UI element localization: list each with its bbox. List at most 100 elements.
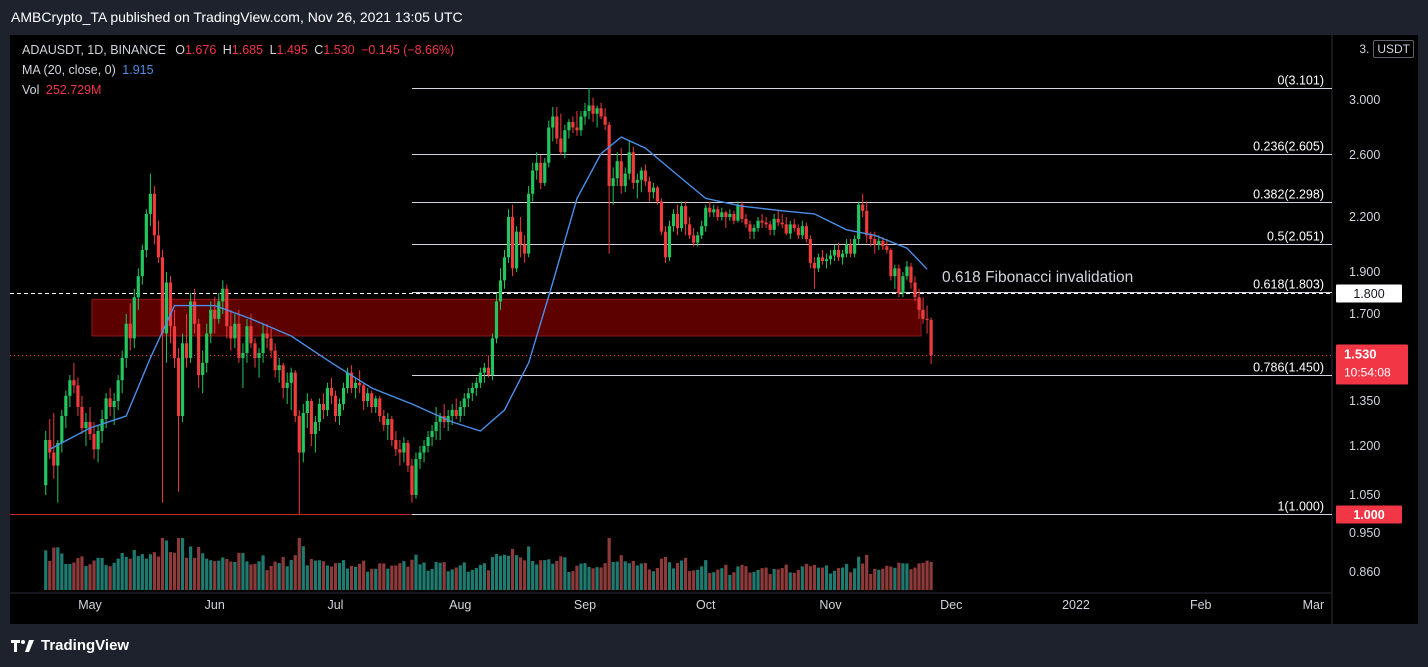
- candle-body[interactable]: [808, 239, 812, 263]
- candle-body[interactable]: [261, 333, 265, 354]
- candle-body[interactable]: [861, 204, 865, 211]
- candle-body[interactable]: [708, 207, 712, 213]
- candle-body[interactable]: [490, 338, 495, 375]
- current-price-tag[interactable]: [1336, 344, 1408, 385]
- candle-body[interactable]: [575, 127, 579, 131]
- footer-brand[interactable]: TradingView: [11, 637, 129, 654]
- candle-body[interactable]: [277, 365, 281, 371]
- candle-body[interactable]: [555, 116, 559, 139]
- candle-body[interactable]: [498, 280, 503, 302]
- candle-body[interactable]: [454, 410, 458, 416]
- candle-body[interactable]: [458, 407, 462, 416]
- candle-body[interactable]: [44, 440, 48, 486]
- candle-body[interactable]: [84, 422, 88, 428]
- candle-body[interactable]: [172, 326, 177, 358]
- candle-body[interactable]: [712, 209, 716, 213]
- candle-body[interactable]: [865, 210, 869, 236]
- candle-body[interactable]: [56, 443, 60, 466]
- candle-body[interactable]: [724, 212, 728, 217]
- candle-body[interactable]: [514, 231, 519, 269]
- candle-body[interactable]: [156, 235, 161, 258]
- candle-body[interactable]: [414, 459, 418, 495]
- candle-body[interactable]: [897, 268, 901, 293]
- candle-body[interactable]: [313, 422, 317, 434]
- candle-body[interactable]: [857, 204, 861, 239]
- candle-body[interactable]: [716, 209, 720, 217]
- candle-body[interactable]: [772, 218, 776, 230]
- candle-body[interactable]: [603, 116, 607, 125]
- candle-body[interactable]: [382, 416, 386, 425]
- candle-body[interactable]: [510, 217, 515, 269]
- candle-body[interactable]: [64, 395, 68, 416]
- candle-body[interactable]: [784, 224, 788, 234]
- chart-panel[interactable]: 0(3.101) 0.236(2.605) 0.382(2.298) 0.5(2.05…: [10, 35, 1418, 624]
- candle-body[interactable]: [132, 297, 136, 339]
- candle-body[interactable]: [217, 301, 221, 319]
- candle-body[interactable]: [804, 226, 808, 239]
- candle-body[interactable]: [667, 226, 672, 258]
- candle-body[interactable]: [820, 257, 825, 261]
- candle-body[interactable]: [780, 222, 784, 225]
- candle-body[interactable]: [72, 380, 76, 386]
- candle-body[interactable]: [840, 253, 845, 258]
- candle-body[interactable]: [559, 138, 563, 153]
- candle-body[interactable]: [422, 446, 426, 453]
- candle-body[interactable]: [639, 170, 643, 180]
- candle-body[interactable]: [168, 282, 173, 327]
- candle-body[interactable]: [164, 282, 169, 334]
- candle-body[interactable]: [390, 419, 394, 440]
- candle-body[interactable]: [68, 380, 72, 396]
- candle-body[interactable]: [760, 220, 764, 223]
- candle-body[interactable]: [675, 213, 680, 228]
- candle-body[interactable]: [893, 268, 897, 277]
- candle-body[interactable]: [595, 108, 599, 114]
- candle-body[interactable]: [193, 301, 197, 324]
- candle-body[interactable]: [358, 382, 362, 386]
- candle-body[interactable]: [752, 228, 756, 232]
- candle-body[interactable]: [700, 226, 704, 236]
- candle-body[interactable]: [889, 250, 893, 277]
- candle-body[interactable]: [80, 407, 84, 428]
- candle-body[interactable]: [535, 162, 539, 171]
- candle-body[interactable]: [370, 393, 374, 407]
- candle-body[interactable]: [112, 401, 116, 407]
- candle-body[interactable]: [406, 443, 410, 466]
- candle-body[interactable]: [245, 326, 249, 354]
- candle-body[interactable]: [623, 173, 627, 186]
- candle-body[interactable]: [611, 178, 615, 186]
- candle-body[interactable]: [832, 250, 837, 256]
- candle-body[interactable]: [704, 207, 708, 227]
- candle-body[interactable]: [402, 443, 406, 453]
- candle-body[interactable]: [849, 244, 853, 254]
- candle-body[interactable]: [543, 162, 547, 183]
- candle-body[interactable]: [740, 204, 744, 219]
- candle-body[interactable]: [474, 382, 478, 388]
- candle-body[interactable]: [470, 388, 474, 394]
- candle-body[interactable]: [587, 105, 591, 112]
- candle-body[interactable]: [189, 301, 193, 358]
- candle-body[interactable]: [768, 224, 772, 230]
- candle-body[interactable]: [881, 240, 885, 247]
- candle-body[interactable]: [462, 398, 466, 407]
- candle-body[interactable]: [60, 416, 64, 443]
- candle-body[interactable]: [547, 127, 551, 163]
- candle-body[interactable]: [901, 276, 905, 293]
- candle-body[interactable]: [873, 239, 877, 245]
- legend-ma-row[interactable]: MA (20, close, 0) 1.915: [22, 63, 154, 77]
- candle-body[interactable]: [828, 255, 833, 260]
- candle-body[interactable]: [607, 124, 611, 186]
- candle-body[interactable]: [180, 343, 185, 416]
- demand-zone[interactable]: [91, 298, 922, 337]
- candle-body[interactable]: [494, 301, 499, 339]
- candle-body[interactable]: [225, 288, 229, 327]
- candle-body[interactable]: [108, 398, 112, 407]
- candle-body[interactable]: [233, 323, 237, 339]
- candle-body[interactable]: [853, 239, 857, 254]
- candle-body[interactable]: [321, 404, 326, 410]
- candle-body[interactable]: [651, 187, 656, 193]
- candle-body[interactable]: [627, 152, 631, 174]
- candle-body[interactable]: [748, 224, 752, 232]
- candle-body[interactable]: [160, 257, 165, 334]
- candle-body[interactable]: [663, 231, 668, 258]
- candle-body[interactable]: [563, 130, 567, 153]
